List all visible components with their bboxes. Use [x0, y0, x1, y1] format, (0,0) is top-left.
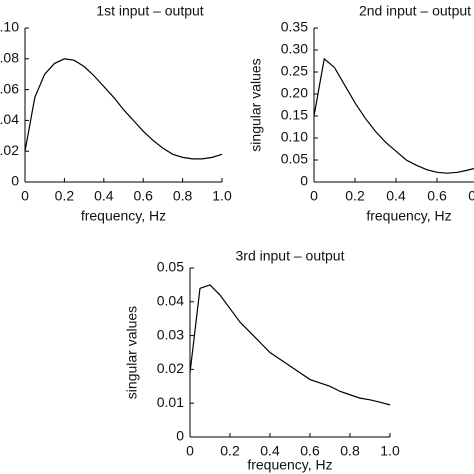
y-tick-label: 0.30 — [281, 41, 308, 57]
y-tick-label: 0.25 — [281, 63, 308, 79]
y-tick-label: 0 — [300, 173, 308, 189]
y-tick-label: 0.01 — [157, 394, 184, 410]
y-tick-label: 0.35 — [281, 19, 308, 35]
x-tick-label: 1.0 — [212, 188, 232, 204]
curve — [189, 284, 391, 406]
x-tick-label: 0.8 — [468, 188, 474, 204]
y-tick-label: 0.20 — [281, 85, 308, 101]
x-tick-label: 0 — [186, 443, 194, 459]
y-tick-label: 0.02 — [157, 360, 184, 376]
x-tick-label: 0.2 — [220, 443, 240, 459]
curve — [313, 57, 474, 174]
chart-title: 3rd input – output — [236, 248, 345, 264]
y-tick-label: 0.04 — [0, 111, 19, 127]
x-tick-label: 0.6 — [133, 188, 153, 204]
x-tick-label: 0.4 — [260, 443, 280, 459]
y-tick-label: 0.06 — [0, 80, 19, 96]
y-tick-label: 0.03 — [157, 326, 184, 342]
y-tick-label: 0.05 — [281, 151, 308, 167]
x-tick-label: 0.2 — [345, 188, 365, 204]
x-tick-label: 0 — [310, 188, 318, 204]
x-axis-label: frequency, Hz — [247, 457, 332, 473]
x-tick-label: 0 — [21, 188, 29, 204]
y-tick-label: 0.10 — [281, 129, 308, 145]
y-tick-label: 0 — [11, 173, 19, 189]
chart-title: 2nd input – output — [359, 3, 471, 19]
x-tick-label: 1.0 — [380, 443, 400, 459]
y-tick-label: 0.04 — [157, 293, 184, 309]
chart-title: 1st input – output — [96, 3, 204, 19]
y-tick-label: 0.05 — [157, 259, 184, 275]
curve — [24, 58, 223, 160]
y-axis-label: singular values — [248, 58, 264, 151]
x-tick-label: 0.6 — [300, 443, 320, 459]
y-tick-label: 0.10 — [0, 19, 19, 35]
x-tick-label: 0.8 — [173, 188, 193, 204]
y-tick-label: 0.02 — [0, 142, 19, 158]
y-tick-label: 0.08 — [0, 50, 19, 66]
x-tick-label: 0.4 — [94, 188, 114, 204]
y-tick-label: 0.15 — [281, 107, 308, 123]
x-axis-label: frequency, Hz — [366, 208, 451, 224]
x-tick-label: 0.4 — [386, 188, 406, 204]
x-tick-label: 0.8 — [340, 443, 360, 459]
x-axis-label: frequency, Hz — [81, 208, 166, 224]
y-tick-label: 0 — [176, 428, 184, 444]
x-tick-label: 0.2 — [55, 188, 75, 204]
y-axis-label: singular values — [124, 306, 140, 399]
x-tick-label: 0.6 — [427, 188, 447, 204]
